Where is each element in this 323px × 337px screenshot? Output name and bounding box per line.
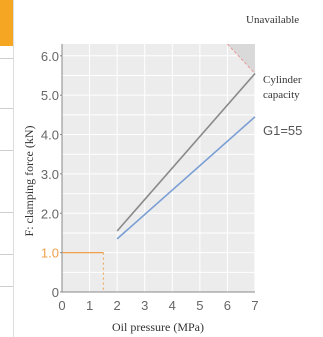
y-tick-label: 1.0 <box>41 246 59 261</box>
series-lines <box>116 72 256 240</box>
series-line-cylinder-capacity <box>116 72 256 232</box>
divider-line <box>0 58 13 59</box>
x-tick-label: 0 <box>58 298 65 313</box>
x-tick-label: 5 <box>196 298 203 313</box>
x-tick-labels: 0 1 2 3 4 5 6 7 <box>58 298 258 313</box>
y-tick-label: 2.0 <box>41 206 59 221</box>
guide-lines <box>62 252 104 292</box>
x-tick-label: 3 <box>141 298 148 313</box>
cylinder-capacity-label-line1: Cylinder <box>263 74 302 86</box>
divider-line <box>0 254 13 255</box>
y-tick-label: 6.0 <box>41 49 59 64</box>
divider-line <box>0 286 13 287</box>
unavailable-label: Unavailable <box>246 14 299 26</box>
x-tick-label: 4 <box>169 298 176 313</box>
x-tick-label: 1 <box>86 298 93 313</box>
y-tick-label: 4.0 <box>41 128 59 143</box>
y-tick-labels: 0 1.0 2.0 3.0 4.0 5.0 6.0 <box>41 49 59 300</box>
orange-accent-bar <box>0 0 13 46</box>
y-axis-title: F: clamping force (kN) <box>22 126 36 237</box>
y-tick-label: 0 <box>52 285 59 300</box>
y-tick-label: 3.0 <box>41 167 59 182</box>
y-tick-label: 5.0 <box>41 88 59 103</box>
plot-area <box>62 44 255 292</box>
plot-background <box>62 44 255 292</box>
axes <box>60 44 255 293</box>
x-axis-title: Oil pressure (MPa) <box>112 320 204 334</box>
series-line-g1-55 <box>116 116 256 240</box>
x-tick-label: 7 <box>251 298 258 313</box>
divider-line <box>0 150 13 151</box>
unavailable-boundary-line <box>227 43 256 74</box>
x-tick-label: 2 <box>114 298 121 313</box>
divider-line <box>0 108 13 109</box>
left-edge-strip <box>0 0 14 337</box>
series-label-g1: G1=55 <box>263 123 302 138</box>
unavailable-region <box>227 43 256 74</box>
divider-line <box>0 212 13 213</box>
x-tick-label: 6 <box>224 298 231 313</box>
cylinder-capacity-label-line2: capacity <box>263 89 300 101</box>
